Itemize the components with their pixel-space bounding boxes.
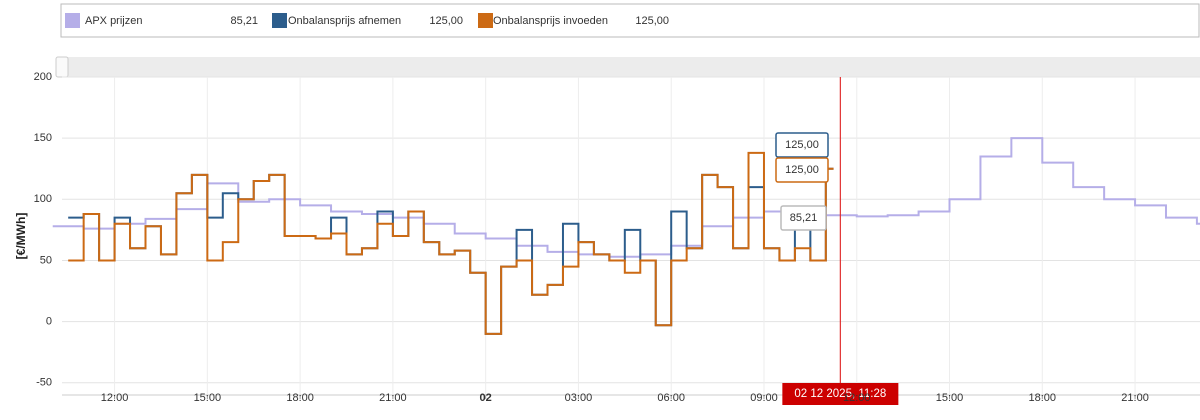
x-tick-label: 15:00 <box>194 392 222 404</box>
tooltip-box <box>775 132 829 158</box>
tooltip-value: 85,21 <box>790 212 818 224</box>
tooltip-box <box>780 205 827 231</box>
lines <box>52 137 1200 335</box>
y-tick-label: 100 <box>34 193 52 205</box>
cursor-label: 02 12 2025, 11:28 <box>794 388 886 400</box>
series-line <box>68 151 834 335</box>
legend-label: APX prijzen <box>85 15 142 27</box>
y-axis-label: [€/MWh] <box>14 213 28 260</box>
x-tick-label: 15:00 <box>936 392 964 404</box>
x-tick-label: 12:00 <box>843 392 871 404</box>
x-tick-label: 06:00 <box>657 392 685 404</box>
x-tick-label: 03:00 <box>565 392 593 404</box>
x-tick-label: 18:00 <box>286 392 314 404</box>
y-tick-label: 150 <box>34 132 52 144</box>
legend-swatch <box>272 13 287 28</box>
navigator-bar <box>61 57 1200 77</box>
legend-swatch <box>478 13 493 28</box>
navigator-handle[interactable] <box>55 56 69 78</box>
x-tick-label: 21:00 <box>379 392 407 404</box>
series-line <box>52 137 1200 258</box>
tooltip-box <box>775 157 829 183</box>
cursor-label-bg <box>782 383 899 405</box>
legend-swatch <box>65 13 80 28</box>
y-tick-label: 0 <box>46 316 52 328</box>
legend-label: Onbalansprijs invoeden <box>493 15 608 27</box>
legend-label: Onbalansprijs afnemen <box>288 15 401 27</box>
overlay: 02 12 2025, 11:28 125,00 125,00 85,21 <box>775 77 899 405</box>
x-tick-label: 21:00 <box>1121 392 1149 404</box>
legend-value: 125,00 <box>429 15 463 27</box>
tooltip-value: 125,00 <box>785 139 819 151</box>
y-tick-label: 200 <box>34 71 52 83</box>
y-tick-label: 50 <box>40 254 52 266</box>
legend-box <box>60 3 1200 38</box>
x-tick-label: 12:00 <box>101 392 129 404</box>
legend-value: 125,00 <box>635 15 669 27</box>
x-tick-label: 09:00 <box>750 392 778 404</box>
x-tick-label: 02 <box>480 392 492 404</box>
grid <box>62 76 1200 399</box>
tooltip-value: 125,00 <box>785 164 819 176</box>
legend-value: 85,21 <box>230 15 258 27</box>
x-tick-label: 18:00 <box>1029 392 1057 404</box>
y-tick-label: -50 <box>36 377 52 389</box>
